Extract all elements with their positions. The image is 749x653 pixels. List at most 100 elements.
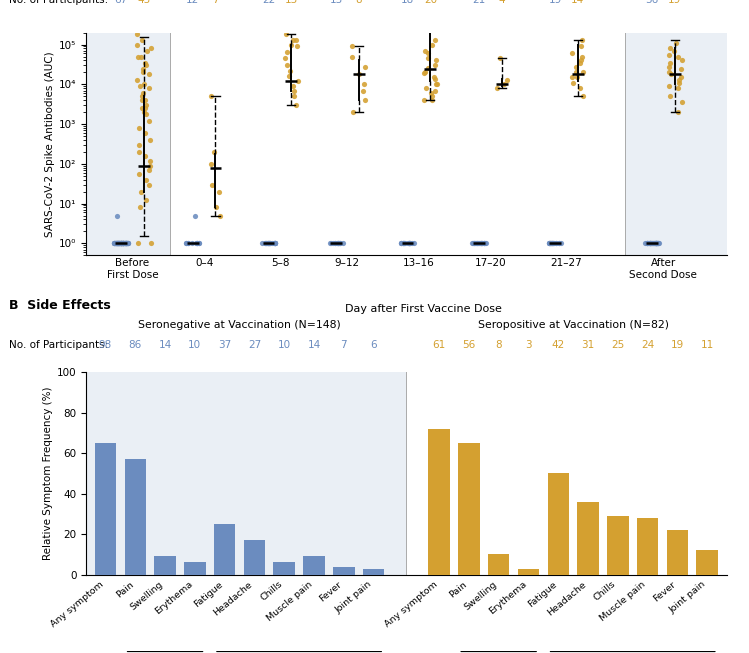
Point xyxy=(137,63,149,74)
Point xyxy=(543,238,555,249)
Point xyxy=(648,238,660,249)
Point xyxy=(544,238,556,249)
Text: 56: 56 xyxy=(462,340,476,350)
Point xyxy=(546,238,558,249)
Point xyxy=(111,238,123,249)
Point xyxy=(112,210,124,221)
Point xyxy=(290,35,302,45)
Point xyxy=(664,69,676,80)
Point xyxy=(110,238,122,249)
Point xyxy=(117,238,129,249)
Point xyxy=(136,35,148,45)
Point xyxy=(115,238,127,249)
Point xyxy=(649,238,661,249)
Point xyxy=(408,238,420,249)
Point xyxy=(333,238,345,249)
Point xyxy=(117,238,129,249)
Point xyxy=(139,95,151,105)
Point xyxy=(262,238,274,249)
Point xyxy=(193,238,205,249)
Point xyxy=(473,238,485,249)
Point xyxy=(574,83,586,93)
Point xyxy=(139,79,151,89)
Point xyxy=(180,238,192,249)
Point xyxy=(664,43,676,54)
Point xyxy=(256,238,268,249)
Point xyxy=(472,238,484,249)
Text: 7: 7 xyxy=(212,0,219,5)
Point xyxy=(108,238,120,249)
Point xyxy=(467,238,479,249)
Point xyxy=(191,238,203,249)
Point xyxy=(115,238,127,249)
Point xyxy=(650,238,662,249)
Point xyxy=(291,41,303,52)
Point xyxy=(115,238,127,249)
Text: 8: 8 xyxy=(495,340,502,350)
Bar xyxy=(273,562,295,575)
Point xyxy=(290,100,302,110)
Point xyxy=(397,238,409,249)
Point xyxy=(544,238,556,249)
Point xyxy=(120,238,132,249)
Point xyxy=(269,238,281,249)
Text: 21: 21 xyxy=(473,0,486,5)
Text: 20: 20 xyxy=(424,0,437,5)
Point xyxy=(118,238,130,249)
Point xyxy=(121,238,133,249)
Point xyxy=(109,238,121,249)
Point xyxy=(207,147,219,157)
Point xyxy=(133,52,145,62)
Point xyxy=(259,238,271,249)
Point xyxy=(577,67,589,78)
Bar xyxy=(363,569,384,575)
Point xyxy=(403,238,415,249)
Point xyxy=(672,83,684,93)
Point xyxy=(652,238,664,249)
Point xyxy=(109,238,121,249)
Point xyxy=(110,238,122,249)
Point xyxy=(137,67,149,78)
Point xyxy=(263,238,275,249)
Text: No. of Participants:: No. of Participants: xyxy=(9,0,109,5)
Point xyxy=(566,48,578,59)
Point xyxy=(663,81,675,91)
Point xyxy=(332,238,344,249)
Point xyxy=(113,238,125,249)
Point xyxy=(359,61,371,72)
Point xyxy=(467,238,479,249)
Point xyxy=(261,238,273,249)
Point xyxy=(426,95,438,105)
Text: 10: 10 xyxy=(278,340,291,350)
Point xyxy=(548,238,560,249)
Point xyxy=(112,238,124,249)
Point xyxy=(670,38,682,48)
Point xyxy=(402,238,414,249)
Point xyxy=(571,72,583,82)
Point xyxy=(213,186,225,197)
Point xyxy=(111,238,123,249)
Point xyxy=(131,29,143,40)
Point xyxy=(108,238,120,249)
Point xyxy=(281,60,293,71)
Point xyxy=(122,238,134,249)
Point xyxy=(133,147,145,157)
Point xyxy=(116,238,128,249)
Point xyxy=(111,238,123,249)
Point xyxy=(575,41,587,52)
Point xyxy=(430,79,442,89)
Bar xyxy=(697,550,718,575)
Text: 18: 18 xyxy=(401,0,414,5)
Bar xyxy=(243,540,265,575)
Point xyxy=(428,35,440,45)
Point xyxy=(641,238,653,249)
Point xyxy=(468,238,480,249)
Text: 61: 61 xyxy=(432,340,446,350)
Point xyxy=(346,41,358,52)
Point xyxy=(567,78,579,88)
Point xyxy=(357,86,369,96)
Bar xyxy=(333,567,354,575)
Text: 86: 86 xyxy=(129,340,142,350)
Point xyxy=(264,238,276,249)
Point xyxy=(135,186,147,197)
